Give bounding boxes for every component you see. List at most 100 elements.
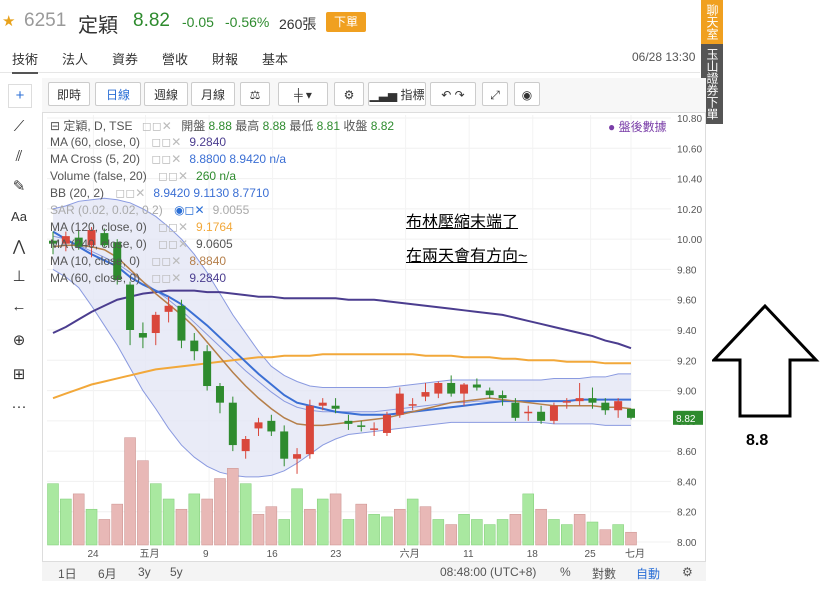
y-tick-label: 9.60 <box>677 296 697 307</box>
back-arrow-icon[interactable]: ← <box>11 298 27 315</box>
stock-code: 6251 <box>24 10 67 31</box>
candle-body <box>511 402 520 418</box>
volume-bar <box>98 519 111 546</box>
volume-bar <box>483 524 496 546</box>
weekly-button[interactable]: 週線 <box>144 82 188 106</box>
daily-button[interactable]: 日線 <box>95 82 141 106</box>
camera-icon[interactable]: ◉ <box>514 82 540 106</box>
price-chart[interactable]: 10.80 10.60 10.40 10.20 10.00 9.80 9.60 9.40 9.2… <box>43 113 705 561</box>
tab-institutional[interactable]: 法人 <box>62 52 89 67</box>
tab-financials[interactable]: 財報 <box>212 52 239 67</box>
after-hours-data-link[interactable]: ● 盤後數據 <box>608 120 667 134</box>
order-button[interactable]: 下單 <box>326 12 366 32</box>
stock-price: 8.82 <box>133 10 170 31</box>
legend-label: MA (60, close, 0) <box>50 135 141 149</box>
monthly-button[interactable]: 月線 <box>191 82 235 106</box>
candle-body <box>87 230 96 246</box>
legend-value: 8.8800 8.9420 n/a <box>189 152 287 166</box>
range-3y[interactable]: 3y <box>138 565 151 579</box>
x-tick-label: 24 <box>87 549 99 560</box>
section-tabs: 技術 法人 資券 營收 財報 基本 06/28 13:30 <box>0 44 700 74</box>
y-tick-label: 9.80 <box>677 265 697 276</box>
quote-bar: ★ 6251 定穎 8.82 -0.05 -0.56% 260張 下單 <box>0 0 700 44</box>
volume-bar <box>329 493 342 546</box>
measure-icon[interactable]: ⊞ <box>12 366 26 383</box>
candle-body <box>113 242 122 281</box>
pattern-icon[interactable]: ⋀ <box>12 238 26 255</box>
crosshair-icon[interactable]: + <box>8 84 32 108</box>
indicators-label: 指標 <box>400 88 425 102</box>
zoom-icon[interactable]: ⊕ <box>12 332 26 349</box>
prediction-icon[interactable]: ⊥ <box>12 268 26 285</box>
indicators-icon: ▁▃▅ <box>369 88 401 102</box>
more-tools-icon[interactable]: ··· <box>11 398 27 415</box>
candle-body <box>177 305 186 341</box>
trend-line-icon[interactable]: ⟋ <box>13 118 25 135</box>
volume-bar <box>458 514 470 546</box>
candle-body <box>318 402 327 406</box>
fullscreen-icon[interactable]: ⤢ <box>482 82 508 106</box>
legend-ma10: MA (10, close, 0) ◻◻✕ 8.8840 <box>50 254 227 268</box>
high-value: 8.88 <box>262 119 286 133</box>
auto-toggle[interactable]: 自動 <box>636 567 661 581</box>
volume-bar <box>291 488 303 546</box>
last-price-tag <box>673 410 703 425</box>
candle-body <box>395 393 404 415</box>
trade-volume: 260張 <box>279 16 317 32</box>
settings-gear-icon[interactable]: ⚙ <box>334 82 364 106</box>
data-timestamp: 06/28 13:30 <box>632 50 696 64</box>
undo-redo-icon[interactable]: ↶ ↷ <box>430 82 476 106</box>
volume-bar <box>381 516 393 546</box>
fib-retracement-icon[interactable]: ⫽ <box>15 148 23 165</box>
favorite-star-icon[interactable]: ★ <box>2 13 16 30</box>
volume-bar <box>368 514 380 546</box>
legend-bb: BB (20, 2) ◻◻✕ 8.9420 9.1130 8.7710 <box>50 186 270 200</box>
chat-room-tab[interactable]: 聊天室 <box>701 0 723 44</box>
volume-bar <box>419 506 432 546</box>
x-tick-label: 五月 <box>139 548 159 560</box>
compare-icon[interactable]: ⚖ <box>240 82 270 106</box>
drawing-toolbar: + ⟋ ⫽ ✎ Aa ⋀ ⊥ ← ⊕ ⊞ ··· <box>0 78 43 578</box>
legend-value: 260 n/a <box>196 169 237 183</box>
candle-body <box>254 422 263 429</box>
stock-name: 定穎 <box>78 15 118 37</box>
volume-bar <box>535 508 547 546</box>
text-tool-icon[interactable]: Aa <box>11 209 27 224</box>
chart-type-icon[interactable]: ╪ ▾ <box>278 82 328 106</box>
candle-body <box>280 431 289 459</box>
x-tick-label: 25 <box>585 549 597 560</box>
tab-revenue[interactable]: 營收 <box>162 52 189 67</box>
tab-basics[interactable]: 基本 <box>262 52 289 67</box>
indicator-legend: ⊟ 定穎, D, TSE ◻◻✕ 開盤 8.88 最高 8.88 最低 8.81… <box>50 115 520 285</box>
log-toggle[interactable]: 對數 <box>592 567 617 581</box>
range-5y[interactable]: 5y <box>170 565 183 579</box>
x-tick-label: 18 <box>527 549 539 560</box>
x-tick-label: 23 <box>330 549 342 560</box>
broker-order-tab[interactable]: 玉山證券下單 <box>701 44 723 124</box>
intraday-button[interactable]: 即時 <box>48 82 90 106</box>
candle-body <box>215 386 224 403</box>
candle-body <box>61 236 70 244</box>
percent-toggle[interactable]: % <box>560 565 571 579</box>
x-tick-label: 七月 <box>625 548 645 560</box>
volume-bar <box>445 524 457 546</box>
brush-icon[interactable]: ✎ <box>12 178 26 195</box>
volume-bar <box>85 508 98 546</box>
volume-bar <box>342 519 355 546</box>
close-label: 收盤 <box>343 119 368 133</box>
legend-value: 8.9420 9.1130 8.7710 <box>153 186 270 200</box>
ma120-line <box>52 353 631 400</box>
y-tick-label: 9.00 <box>677 387 697 398</box>
tab-margin[interactable]: 資券 <box>112 52 139 67</box>
volume-bar <box>72 493 85 546</box>
range-6m[interactable]: 6月 <box>98 567 117 581</box>
low-value: 8.81 <box>316 119 341 133</box>
range-1d[interactable]: 1日 <box>58 567 77 581</box>
candle-body <box>434 382 443 394</box>
bottom-gear-icon[interactable]: ⚙ <box>682 565 693 579</box>
indicators-button[interactable]: ▁▃▅ 指標 <box>368 82 426 106</box>
collapse-icon[interactable]: ⊟ <box>50 119 64 133</box>
volume-bar <box>47 483 59 546</box>
legend-ma60: MA (60, close, 0) ◻◻✕ 9.2840 <box>50 135 227 149</box>
tab-technical[interactable]: 技術 <box>12 49 39 74</box>
